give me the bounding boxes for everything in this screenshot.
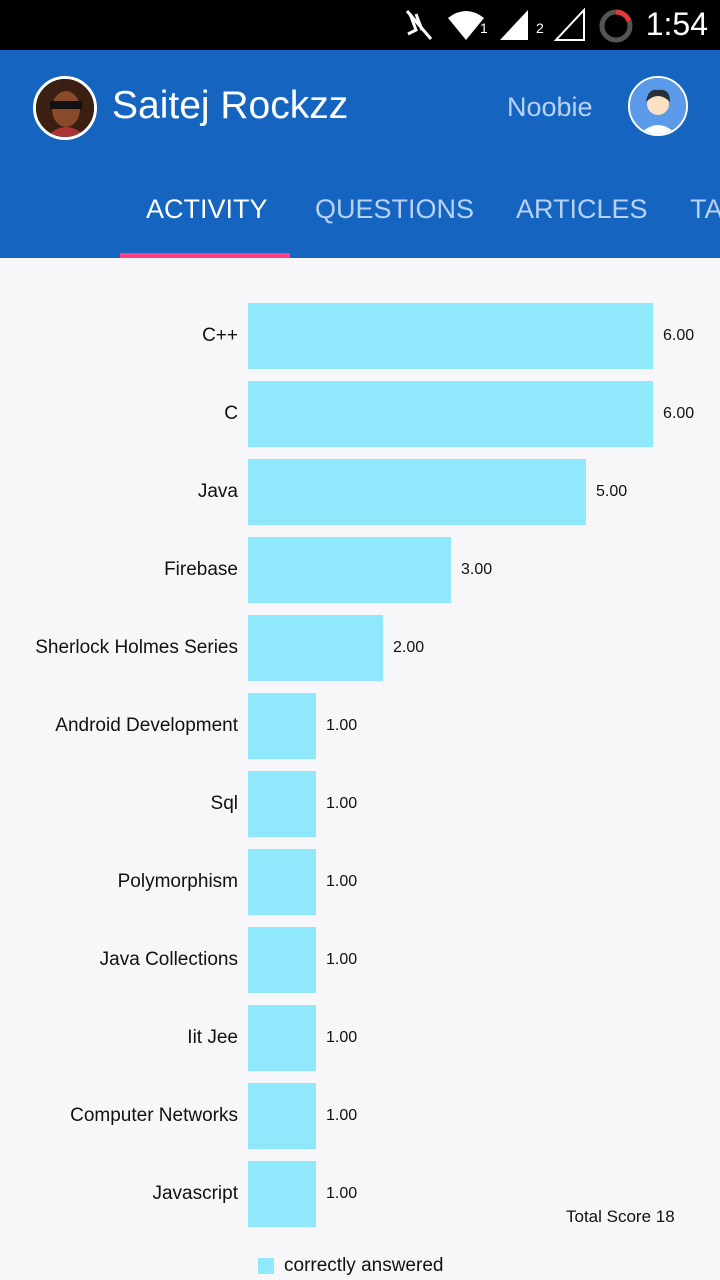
value-label: 1.00: [326, 951, 358, 968]
chart-bar[interactable]: [248, 303, 653, 369]
category-label: Computer Networks: [70, 1105, 238, 1126]
tab-questions[interactable]: QUESTIONS: [315, 194, 475, 224]
chart-bar[interactable]: [248, 693, 316, 759]
category-label: Javascript: [152, 1183, 238, 1204]
value-label: 1.00: [326, 1029, 358, 1046]
total-score: Total Score 18: [566, 1207, 675, 1226]
category-label: Java: [197, 481, 238, 502]
category-label: Java Collections: [99, 949, 238, 970]
avatar-photo-icon: [36, 79, 94, 137]
chart-bar[interactable]: [248, 381, 653, 447]
value-label: 6.00: [663, 405, 695, 422]
chart-bar[interactable]: [248, 771, 316, 837]
clock: 1:54: [645, 6, 708, 42]
signal-1-icon: [500, 10, 528, 40]
person-icon: [630, 78, 686, 134]
tab-tags[interactable]: TA: [690, 194, 720, 224]
profile-icon[interactable]: [628, 76, 688, 136]
value-label: 1.00: [326, 717, 358, 734]
value-label: 1.00: [326, 1185, 358, 1202]
signal-2-icon: [554, 8, 585, 41]
battery-icon: [599, 9, 633, 43]
tab-bar: ACTIVITY QUESTIONS ARTICLES TA: [0, 50, 720, 258]
category-label: C: [224, 403, 238, 424]
wifi-sub-label: 1: [480, 20, 488, 36]
category-label: Android Development: [55, 715, 238, 736]
value-label: 1.00: [326, 795, 358, 812]
value-label: 5.00: [596, 483, 628, 500]
chart-bar[interactable]: [248, 537, 451, 603]
bar-chart: Total Score 18 correctly answered C++ 6.0…: [0, 258, 720, 1280]
category-label: Sherlock Holmes Series: [35, 637, 238, 658]
category-label: Sql: [210, 793, 238, 814]
category-label: C++: [202, 325, 238, 346]
rank-label: Noobie: [507, 92, 593, 122]
chart-bar[interactable]: [248, 1083, 316, 1149]
chart-bar[interactable]: [248, 849, 316, 915]
legend-swatch: [258, 1258, 274, 1274]
wifi-icon: [448, 11, 484, 40]
chart-bar[interactable]: [248, 459, 586, 525]
category-label: Polymorphism: [117, 871, 238, 892]
tab-indicator: [120, 253, 290, 258]
legend-label: correctly answered: [284, 1255, 444, 1276]
chart-bar[interactable]: [248, 927, 316, 993]
value-label: 1.00: [326, 873, 358, 890]
mute-icon: [405, 10, 433, 40]
value-label: 2.00: [393, 639, 425, 656]
user-name: Saitej Rockzz: [112, 84, 349, 127]
tab-articles[interactable]: ARTICLES: [516, 194, 648, 224]
sim-sub-label: 2: [536, 20, 544, 36]
category-label: Iit Jee: [187, 1027, 238, 1048]
value-label: 1.00: [326, 1107, 358, 1124]
value-label: 6.00: [663, 327, 695, 344]
user-avatar[interactable]: [33, 76, 97, 140]
tab-activity[interactable]: ACTIVITY: [146, 194, 268, 224]
chart-bar[interactable]: [248, 1005, 316, 1071]
category-label: Firebase: [164, 559, 238, 580]
chart-bar[interactable]: [248, 1161, 316, 1227]
app-bar: Saitej Rockzz Noobie ACTIVITY QUESTIONS …: [0, 50, 720, 258]
status-bar: 1 2 1:54: [0, 0, 720, 50]
chart-bar[interactable]: [248, 615, 383, 681]
value-label: 3.00: [461, 561, 493, 578]
